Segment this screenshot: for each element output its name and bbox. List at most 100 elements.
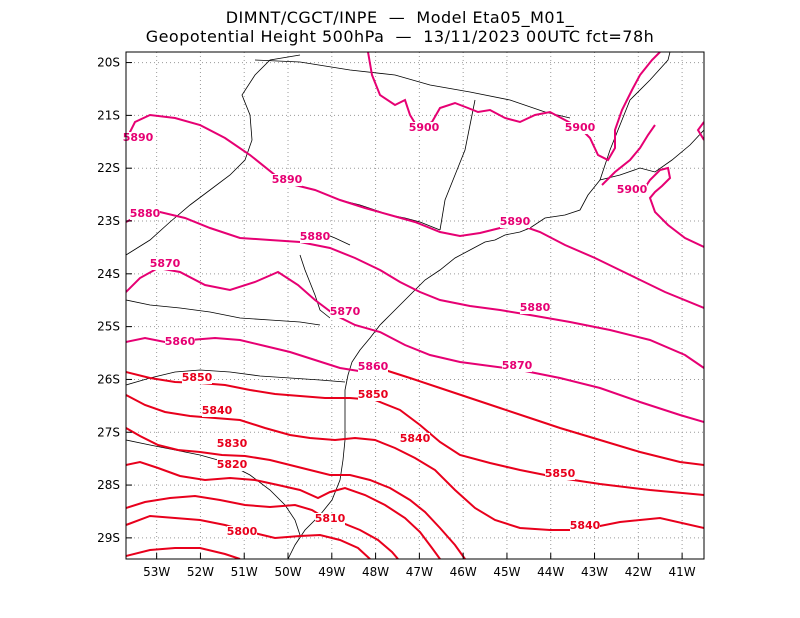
- contour-label-bg: [400, 433, 430, 445]
- contour-label: 5890: [272, 173, 303, 186]
- contour-label-bg: [545, 468, 575, 480]
- contour-label-bg: [565, 122, 595, 134]
- y-tick-label: 28S: [97, 478, 120, 492]
- contour-label-bg: [330, 306, 360, 318]
- contour-label: 5820: [217, 458, 248, 471]
- state-border: [439, 99, 476, 231]
- contour-5810-a: [126, 494, 399, 559]
- contour-5800-a: [126, 514, 371, 559]
- contour-label: 5890: [500, 215, 531, 228]
- contour-5890-a: [126, 113, 704, 309]
- contour-5880-a: [126, 210, 704, 369]
- contour-label-bg: [150, 258, 180, 270]
- map-frame: [125, 51, 705, 560]
- state-border: [126, 54, 301, 256]
- contour-label-bg: [315, 513, 345, 525]
- contour-label: 5830: [217, 437, 248, 450]
- state-border: [126, 299, 321, 326]
- contour-label: 5870: [502, 359, 533, 372]
- contour-label-bg: [570, 520, 600, 532]
- contour-label: 5880: [520, 301, 551, 314]
- y-tick-label: 20S: [97, 56, 120, 70]
- x-tick-label: 50W: [274, 565, 301, 579]
- title-line-1: DIMNT/CGCT/INPE — Model Eta05_M01_: [225, 8, 575, 27]
- contour-5870-a: [126, 266, 704, 423]
- contour-label: 5890: [123, 131, 154, 144]
- state-border: [599, 52, 671, 181]
- contour-label: 5870: [150, 257, 181, 270]
- contour-label-bg: [617, 184, 647, 196]
- contour-label-bg: [502, 360, 532, 372]
- contour-label: 5900: [565, 121, 596, 134]
- y-tick-label: 21S: [97, 108, 120, 122]
- x-tick-label: 49W: [318, 565, 345, 579]
- contour-label-bg: [202, 405, 232, 417]
- longitude-ticks: 53W 52W 51W 50W 49W 48W 47W 46W 45W 44W 43W 42W 41W: [143, 553, 696, 579]
- contour-5890-b: [601, 124, 656, 186]
- contour-label: 5860: [165, 335, 196, 348]
- contour-5790-a: [126, 547, 241, 559]
- latitude-ticks: 20S 21S 22S 23S 24S 25S 26S 27S 28S 29S: [97, 56, 132, 545]
- x-tick-label: 45W: [493, 565, 520, 579]
- coastlines-and-borders: [126, 52, 704, 559]
- title-line-2: Geopotential Height 500hPa — 13/11/2023 …: [145, 27, 655, 46]
- contour-label-bg: [165, 336, 195, 348]
- x-tick-label: 53W: [143, 565, 170, 579]
- contour-label-bg: [358, 389, 388, 401]
- contour-label-bg: [217, 438, 247, 450]
- contour-label: 5850: [182, 371, 213, 384]
- contour-label-bg: [520, 302, 550, 314]
- contour-label: 5810: [315, 512, 346, 525]
- y-tick-label: 25S: [97, 320, 120, 334]
- contour-label-bg: [123, 132, 153, 144]
- x-tick-label: 44W: [537, 565, 564, 579]
- state-border: [254, 59, 571, 119]
- contour-label: 5800: [227, 525, 258, 538]
- contour-label: 5840: [570, 519, 601, 532]
- contour-label: 5850: [545, 467, 576, 480]
- y-tick-label: 23S: [97, 214, 120, 228]
- y-tick-label: 22S: [97, 161, 120, 175]
- contour-5900-ne: [696, 121, 704, 141]
- y-tick-label: 27S: [97, 425, 120, 439]
- contour-label: 5850: [358, 388, 389, 401]
- contour-labels: 5890 5900 5900 5900 5890 5880 5880 5890 5870 5880…: [123, 121, 648, 538]
- contour-label-bg: [217, 459, 247, 471]
- contour-label-bg: [130, 208, 160, 220]
- contour-5900-north: [367, 52, 661, 162]
- x-tick-label: 42W: [625, 565, 652, 579]
- contour-5900-east: [639, 166, 704, 248]
- contour-5860-a: [126, 336, 386, 374]
- x-tick-label: 43W: [581, 565, 608, 579]
- contour-label-bg: [300, 231, 330, 243]
- contour-label: 5900: [409, 121, 440, 134]
- contour-label-bg: [227, 526, 257, 538]
- contour-5860-b: [384, 369, 704, 466]
- grid-lines: [126, 52, 704, 559]
- coastline: [287, 129, 704, 559]
- contour-label: 5870: [330, 305, 361, 318]
- x-tick-label: 52W: [187, 565, 214, 579]
- contour-label: 5900: [617, 183, 648, 196]
- contour-5820-a: [126, 460, 441, 559]
- y-tick-label: 26S: [97, 372, 120, 386]
- contour-label-bg: [409, 122, 439, 134]
- contour-label-bg: [182, 372, 212, 384]
- y-tick-label: 29S: [97, 531, 120, 545]
- x-tick-label: 46W: [450, 565, 477, 579]
- contour-label-bg: [272, 174, 302, 186]
- x-tick-label: 48W: [362, 565, 389, 579]
- contour-label: 5880: [130, 207, 161, 220]
- contour-5840-a: [126, 394, 704, 531]
- x-tick-label: 47W: [406, 565, 433, 579]
- contour-5830-a: [126, 427, 466, 559]
- contour-label: 5840: [202, 404, 233, 417]
- x-tick-label: 41W: [669, 565, 696, 579]
- y-tick-label: 24S: [97, 267, 120, 281]
- x-tick-label: 51W: [231, 565, 258, 579]
- contour-label: 5880: [300, 230, 331, 243]
- contour-label-bg: [500, 216, 530, 228]
- contour-label-bg: [358, 361, 388, 373]
- state-border: [126, 369, 346, 386]
